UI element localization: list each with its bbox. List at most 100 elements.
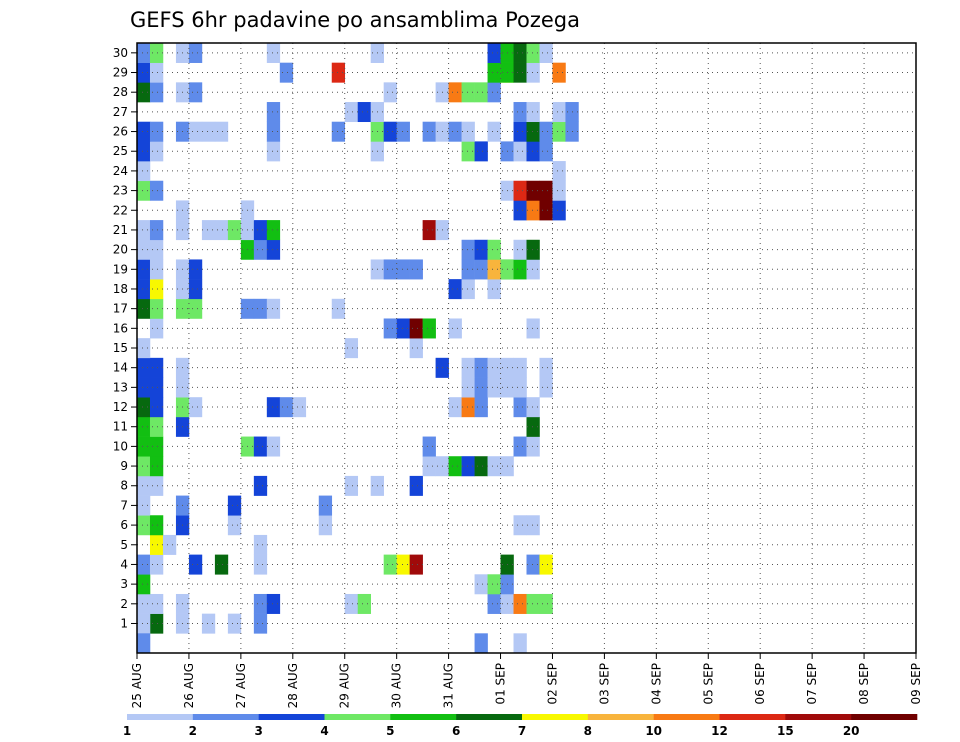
heatmap-cell [539,357,553,378]
heatmap-cell [474,377,488,398]
colorbar-swatch [258,714,325,720]
colorbar-label: 10 [645,724,662,738]
heatmap-cell [513,239,527,260]
heatmap-cell [188,259,203,280]
heatmap-cell [474,259,488,280]
heatmap-cell [266,397,281,418]
colorbar-label: 8 [584,724,592,738]
heatmap-cell [137,416,151,437]
heatmap-cell [552,121,566,142]
heatmap-cell [539,121,553,142]
heatmap-cell [552,161,566,182]
heatmap-cell [149,279,164,300]
heatmap-cell [149,141,164,162]
heatmap-cell [539,180,553,201]
heatmap-cell [487,121,501,142]
heatmap-cell [149,613,164,634]
heatmap-cell [526,43,540,63]
y-tick-label: 22 [113,203,128,217]
heatmap-cell [137,298,151,319]
heatmap-cell [149,416,164,437]
heatmap-cell [474,141,488,162]
heatmap-cell [253,239,268,260]
heatmap-cell [137,43,151,63]
colorbar: 1 2 3 4 5 6 7 8 10 12 15 20 [123,714,918,738]
heatmap-cell [396,318,410,339]
heatmap-cell [513,200,527,221]
heatmap-cell [188,121,203,142]
x-tick-label: 07 SEP [805,663,819,705]
y-tick-label: 21 [113,223,128,237]
heatmap-cell [383,121,397,142]
heatmap-cell [266,121,281,142]
heatmap-cell [137,82,151,103]
y-tick-label: 5 [120,538,128,552]
heatmap-cell [461,397,475,418]
heatmap-cell [188,43,203,63]
heatmap-cell [137,239,151,260]
heatmap-cell [474,397,488,418]
heatmap-cell [552,102,566,123]
heatmap-cell [137,62,151,83]
heatmap-cell [137,475,151,496]
heatmap-cell [487,357,501,378]
heatmap-cell [448,397,462,418]
heatmap-cell [422,220,436,241]
y-tick-label: 16 [113,321,128,335]
heatmap-cell [149,515,164,536]
colorbar-swatch [653,714,720,720]
heatmap-cell [149,82,164,103]
heatmap-cell [526,515,540,536]
y-tick-label: 19 [113,262,128,276]
heatmap-cell [137,436,151,457]
heatmap-cell [149,239,164,260]
y-tick-label: 2 [120,597,128,611]
colorbar-label: 5 [386,724,394,738]
heatmap-cell [137,259,151,280]
heatmap-cell [513,259,527,280]
x-tick-label: 02 SEP [545,663,559,705]
heatmap-cell [461,121,475,142]
x-tick-label: 06 SEP [753,663,767,705]
heatmap-cell [149,554,164,575]
x-tick-label: 29 AUG [338,663,352,708]
y-tick-label: 3 [120,577,128,591]
heatmap-cell [214,554,229,575]
heatmap-cell [396,259,410,280]
heatmap-cell [474,82,488,103]
colorbar-swatch [192,714,259,720]
chart-title: GEFS 6hr padavine po ansamblima Pozega [130,8,580,32]
heatmap-cell [409,554,423,575]
y-tick-label: 8 [120,479,128,493]
x-axis-ticks: 25 AUG 26 AUG 27 AUG 28 AUG 29 AUG 30 AUG 31 A… [130,653,923,708]
heatmap-cell [149,456,164,477]
heatmap-cell [253,613,268,634]
heatmap-cell [474,239,488,260]
y-tick-label: 6 [120,518,128,532]
heatmap-cell [474,456,488,477]
heatmap-cell [149,62,164,83]
y-tick-label: 15 [113,341,128,355]
x-tick-label: 26 AUG [182,663,196,708]
heatmap-cell [266,220,281,241]
x-tick-label: 28 AUG [286,663,300,708]
heatmap-cell [474,633,488,654]
heatmap-cell [526,436,540,457]
heatmap-cell [188,279,203,300]
x-tick-label: 08 SEP [857,663,871,705]
heatmap-cell [526,259,540,280]
heatmap-cell [461,357,475,378]
heatmap-cell [149,593,164,614]
heatmap-cell [137,515,151,536]
heatmap-cell [357,593,371,614]
colorbar-swatch [719,714,786,720]
heatmap-cell [344,475,359,496]
heatmap-cell [383,82,397,103]
heatmap-cell [487,456,501,477]
heatmap-cell [266,141,281,162]
heatmap-cell [344,102,359,123]
heatmap-cell [137,633,151,654]
heatmap-cell [526,62,540,83]
heatmap-cell [253,554,268,575]
heatmap-cell [149,43,164,63]
